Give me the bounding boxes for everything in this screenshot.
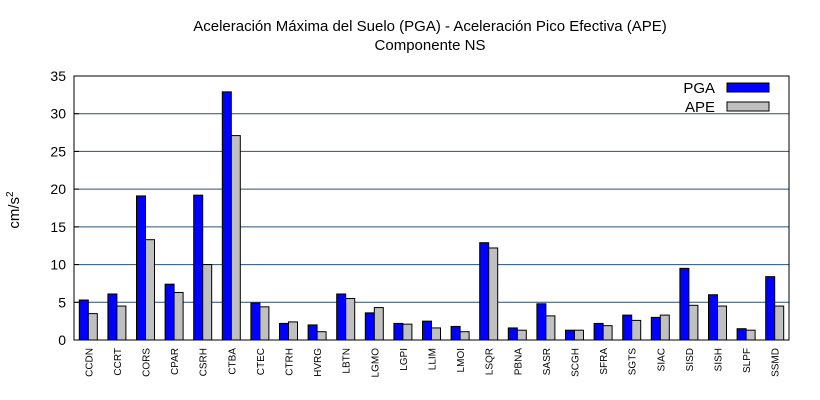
x-tick-label: CCDN: [84, 348, 95, 377]
bar-ape-lgmo: [373, 307, 384, 341]
x-tick-label: SISH: [714, 348, 725, 371]
y-tick-label: 10: [50, 257, 66, 273]
bar-ape-siac: [659, 314, 670, 341]
bar-pga-cpar: [164, 283, 175, 341]
x-tick-label: HVRG: [313, 348, 324, 377]
bar-pga-ctba: [221, 91, 232, 341]
bar-ape-cors: [145, 239, 155, 341]
bar-ape-sfra: [602, 325, 613, 341]
x-tick-label: SFRA: [599, 348, 610, 375]
x-tick-label: SGTS: [628, 348, 639, 376]
bar-pga-siac: [650, 316, 661, 341]
bar-ape-slpf: [745, 329, 756, 341]
bar-pga-sisd: [679, 267, 690, 341]
x-tick-label: LMOI: [456, 348, 467, 372]
x-tick-label: LGMO: [370, 348, 381, 378]
bar-pga-lgpi: [393, 322, 404, 341]
bar-ape-scgh: [574, 329, 584, 341]
x-tick-label: SIAC: [656, 348, 667, 371]
y-tick-label: 25: [50, 143, 66, 159]
y-tick-label: 5: [58, 294, 66, 310]
bar-ape-lmoi: [459, 331, 470, 341]
grid-lines: [74, 75, 789, 341]
x-tick-label: LLIM: [428, 348, 439, 370]
bar-pga-lmoi: [450, 325, 461, 341]
x-tick-label: CTBA: [227, 348, 238, 375]
x-tick-label: LGPI: [399, 348, 410, 371]
x-tick-label: CSRH: [199, 348, 210, 376]
bar-pga-sfra: [593, 322, 604, 341]
bar-ape-hvrg: [316, 331, 327, 341]
x-tick-label: SLPF: [742, 348, 753, 373]
bar-pga-pbna: [507, 327, 518, 341]
x-tick-label: LBTN: [342, 348, 353, 374]
bar-pga-ccdn: [78, 299, 89, 341]
x-tick-label: CORS: [142, 348, 153, 377]
x-tick-label: CTRH: [285, 348, 296, 376]
bar-pga-lgmo: [364, 312, 375, 341]
y-axis-label-exponent: 2: [5, 191, 16, 197]
x-tick-label: SASR: [542, 348, 553, 375]
bar-ape-sish: [717, 305, 727, 341]
bar-ape-cpar: [173, 291, 184, 341]
bar-ape-sgts: [631, 319, 642, 341]
x-tick-labels: CCDN CCRT CORS CPAR CSRH CTBA CTEC CTRH HVRG LBTN…: [84, 348, 781, 378]
bars: [78, 91, 785, 341]
y-tick-label: 20: [50, 181, 66, 197]
bar-ape-lsqr: [488, 247, 499, 341]
bar-pga-ssmd: [765, 276, 776, 341]
chart-subtitle: Componente NS: [375, 37, 486, 54]
y-tick-labels: 0 5 10 15 20 25 30 35: [50, 68, 66, 348]
y-tick-label: 15: [50, 219, 66, 235]
bar-ape-lgpi: [402, 323, 413, 341]
bar-ape-lbtn: [345, 298, 356, 341]
bar-pga-slpf: [736, 328, 747, 341]
bar-pga-ctrh: [279, 322, 289, 341]
legend-swatch-pga: [726, 82, 770, 93]
legend-swatch-ape: [726, 101, 770, 112]
bar-pga-ctec: [250, 302, 261, 341]
bar-ape-ctrh: [288, 321, 298, 341]
x-tick-label: CTEC: [256, 348, 267, 375]
y-tick-label: 35: [50, 68, 66, 84]
bar-pga-sasr: [536, 303, 547, 341]
bar-ape-sasr: [545, 315, 556, 341]
x-tick-label: SSMD: [771, 348, 782, 377]
y-axis-label-unit: cm/s: [6, 197, 23, 229]
y-axis-label: cm/s2: [5, 191, 23, 229]
bar-pga-csrh: [193, 194, 204, 341]
plot-frame: [73, 75, 790, 341]
bar-pga-scgh: [565, 329, 575, 341]
bar-ape-pbna: [516, 329, 527, 341]
bar-pga-llim: [422, 320, 432, 341]
x-tick-label: SISD: [685, 348, 696, 371]
y-tick-label: 0: [58, 332, 66, 348]
bar-pga-sish: [708, 294, 718, 341]
legend-label-pga: PGA: [683, 80, 715, 97]
bar-ape-csrh: [202, 264, 213, 341]
x-tick-label: PBNA: [513, 348, 524, 376]
bar-ape-ctec: [259, 306, 270, 341]
bar-pga-cors: [136, 195, 146, 341]
y-tick-label: 30: [50, 106, 66, 122]
legend: PGA APE: [683, 80, 770, 116]
x-tick-label: SCGH: [571, 348, 582, 377]
x-tick-label: CCRT: [113, 348, 124, 376]
bar-pga-ccrt: [107, 293, 118, 341]
bar-ape-llim: [431, 327, 441, 341]
bar-ape-ccrt: [116, 305, 127, 341]
x-tick-label: CPAR: [170, 348, 181, 375]
bar-pga-hvrg: [307, 324, 318, 341]
bar-ape-ctba: [230, 135, 241, 341]
x-tick-label: LSQR: [485, 348, 496, 375]
bar-pga-lbtn: [336, 293, 347, 341]
legend-label-ape: APE: [685, 99, 715, 116]
bar-ape-sisd: [688, 304, 699, 341]
chart-title: Aceleración Máxima del Suelo (PGA) - Ace…: [193, 18, 667, 35]
bar-pga-lsqr: [479, 242, 490, 341]
bar-ape-ssmd: [774, 305, 785, 341]
bar-pga-sgts: [622, 314, 633, 341]
bar-ape-ccdn: [87, 313, 98, 341]
